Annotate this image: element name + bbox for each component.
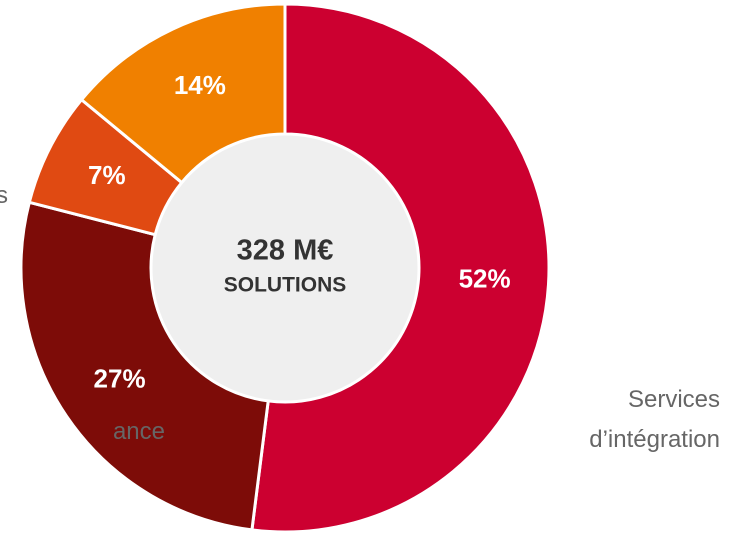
category-label: s [0, 182, 8, 209]
value-label: 27% [94, 363, 146, 393]
value-label: 14% [174, 70, 226, 100]
slice [79, 2, 287, 185]
value-label: 52% [459, 263, 511, 293]
slice [250, 2, 551, 534]
center-disc [152, 135, 418, 401]
value-label: 7% [88, 160, 126, 190]
center-subtitle: SOLUTIONS [224, 274, 347, 297]
slice [19, 200, 270, 532]
center-title: 328 M€ [237, 235, 334, 267]
category-label: ance [112, 418, 165, 445]
category-label: Services d’intégration [589, 386, 720, 453]
